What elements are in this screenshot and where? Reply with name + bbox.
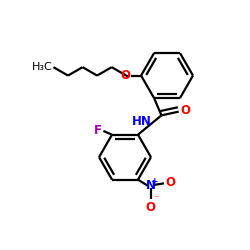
Text: O: O xyxy=(180,104,190,117)
Text: O: O xyxy=(146,201,156,214)
Text: N: N xyxy=(146,179,156,192)
Text: ⁻: ⁻ xyxy=(154,194,159,204)
Text: HN: HN xyxy=(132,115,152,128)
Text: O: O xyxy=(120,69,130,82)
Text: O: O xyxy=(165,176,175,188)
Text: F: F xyxy=(94,124,102,138)
Text: +: + xyxy=(152,177,159,186)
Text: H₃C: H₃C xyxy=(32,62,52,72)
